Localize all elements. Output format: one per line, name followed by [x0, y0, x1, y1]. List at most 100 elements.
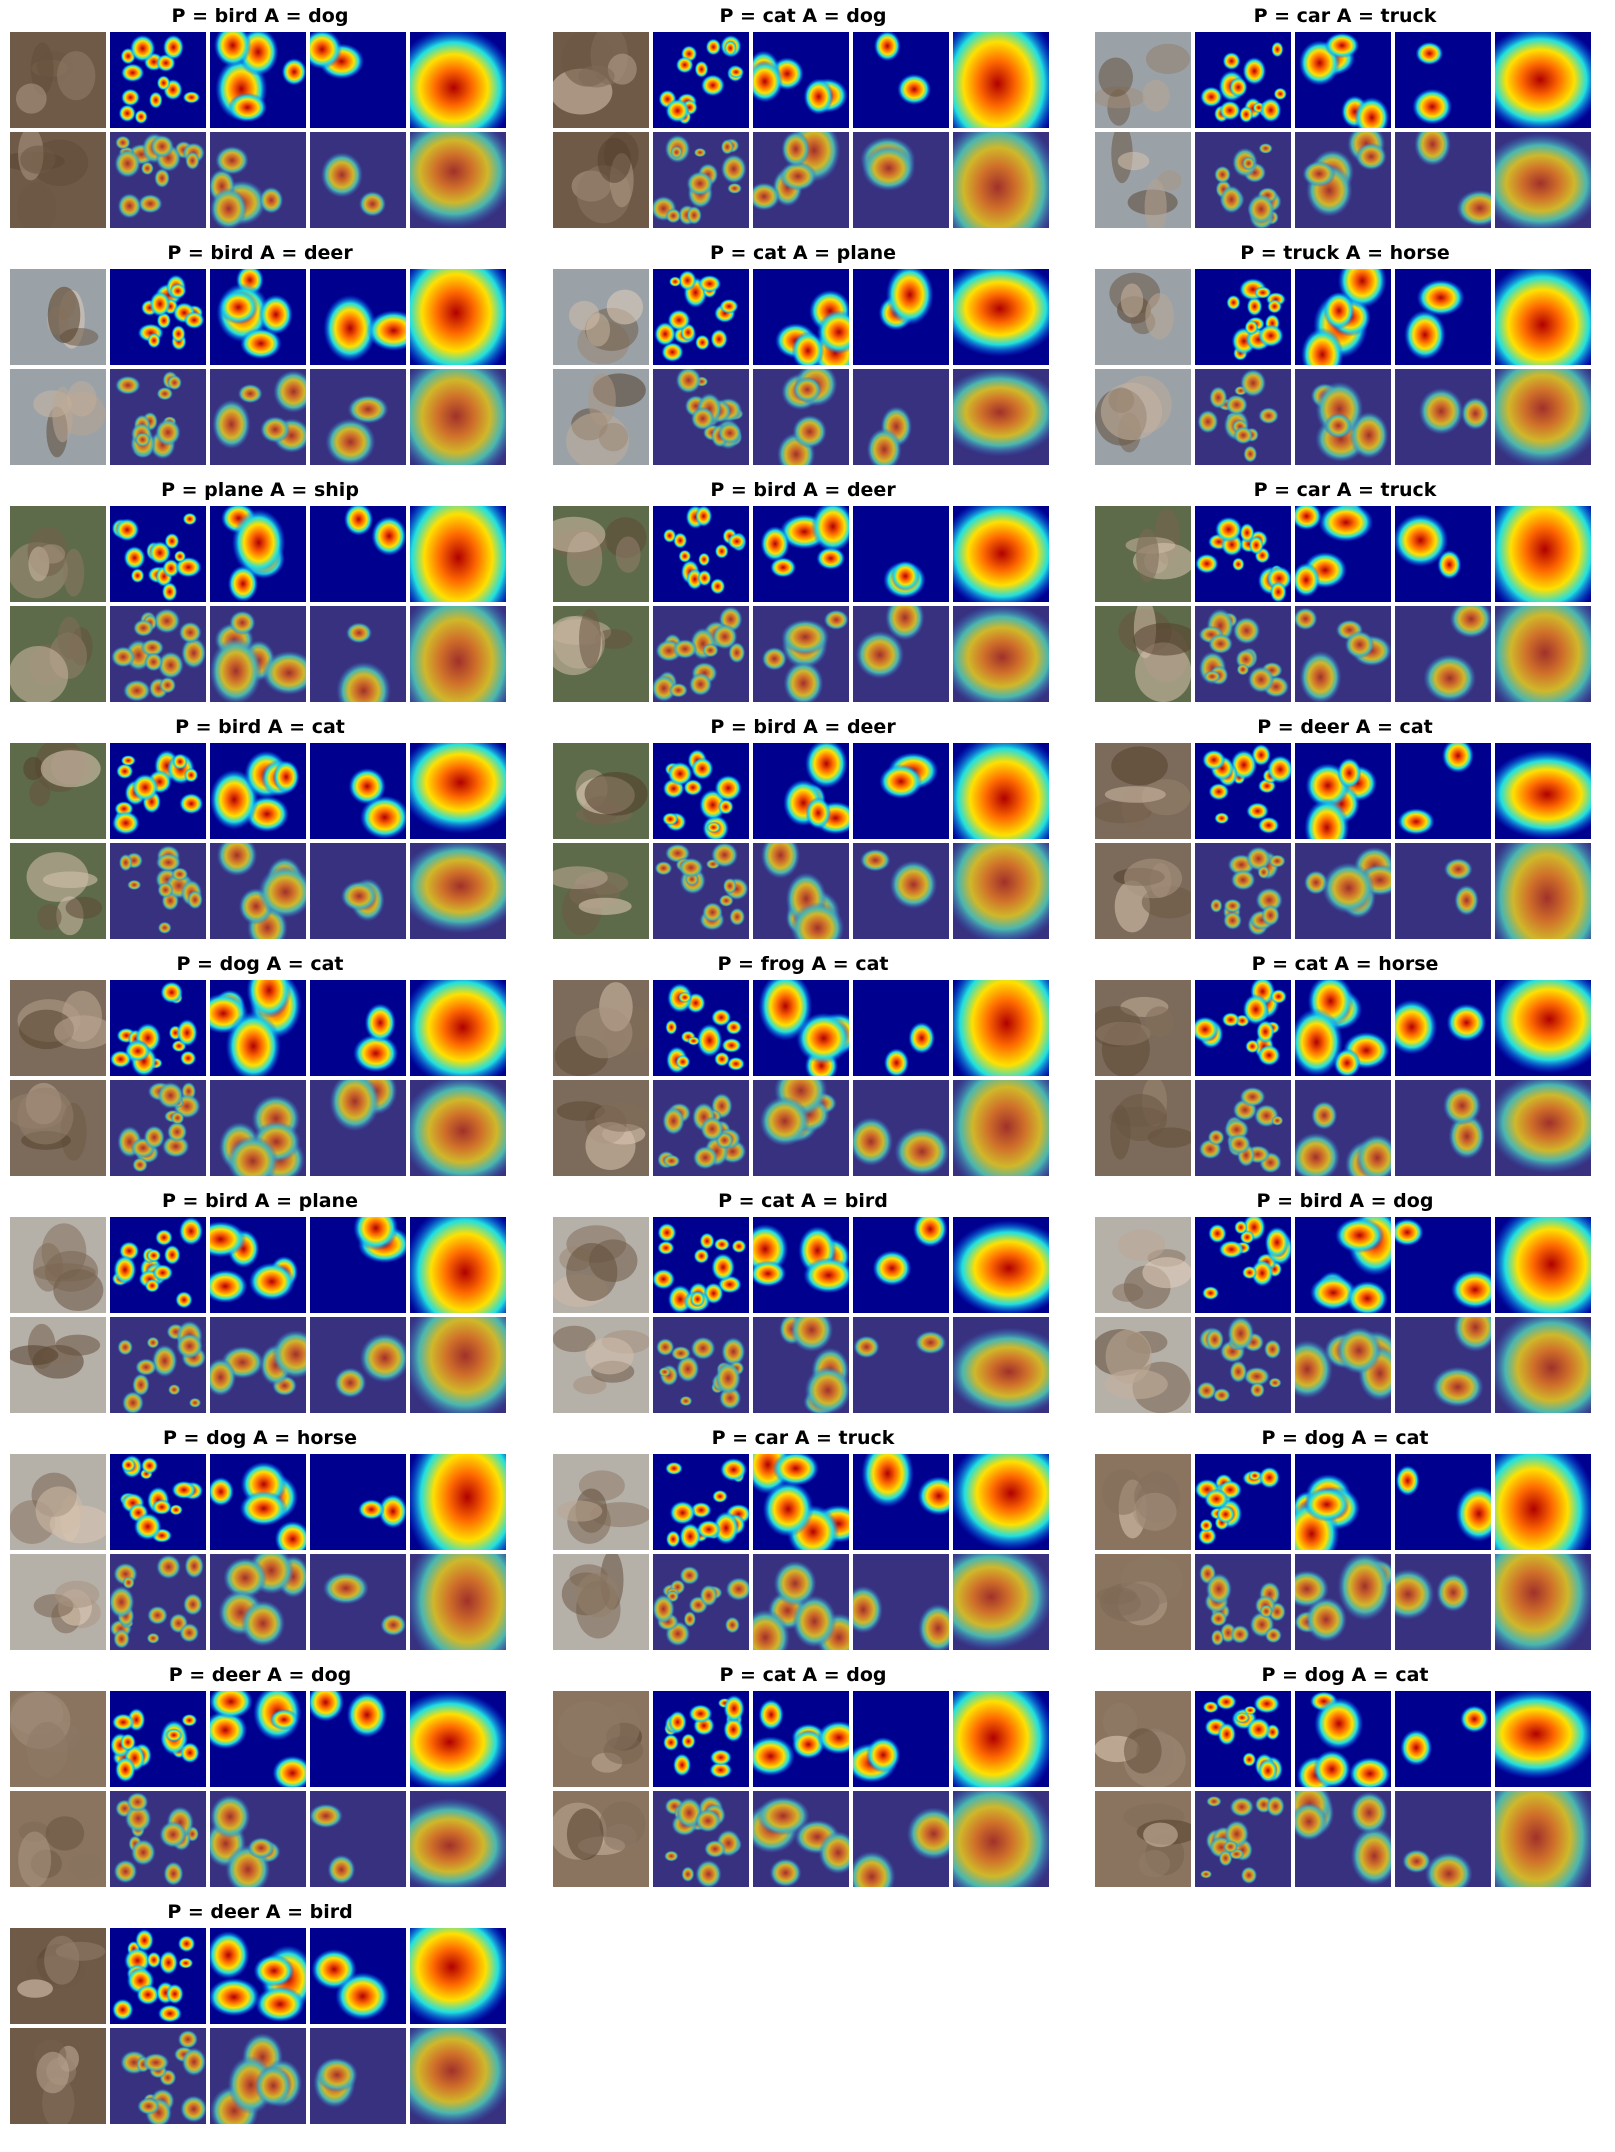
saliency-map: [410, 2028, 506, 2124]
heatmap-row: [1095, 743, 1595, 839]
overlay-row: [10, 2028, 510, 2124]
saliency-map: [1295, 606, 1391, 702]
saliency-map: [753, 1454, 849, 1550]
saliency-map: [310, 1554, 406, 1650]
saliency-map: [1395, 269, 1491, 365]
saliency-map: [210, 1080, 306, 1176]
input-image: [1095, 743, 1191, 839]
saliency-map-tile: [653, 369, 749, 465]
saliency-map-tile: [410, 32, 506, 128]
input-image-tile: [10, 1554, 106, 1650]
input-image-tile: [10, 2028, 106, 2124]
saliency-map-tile: [1395, 1554, 1491, 1650]
saliency-map-tile: [310, 1691, 406, 1787]
saliency-map: [1295, 1554, 1391, 1650]
saliency-map: [1495, 269, 1591, 365]
saliency-map-tile: [1195, 269, 1291, 365]
input-image-tile: [553, 369, 649, 465]
saliency-map: [1495, 1454, 1591, 1550]
saliency-map: [1295, 32, 1391, 128]
saliency-map: [653, 743, 749, 839]
saliency-map-tile: [753, 1317, 849, 1413]
saliency-map: [310, 1791, 406, 1887]
overlay-row: [1095, 1554, 1595, 1650]
input-image: [553, 132, 649, 228]
panel-title: P = bird A = dog: [1256, 1190, 1434, 1212]
saliency-map: [1295, 843, 1391, 939]
saliency-map-tile: [753, 980, 849, 1076]
heatmap-row: [1095, 1691, 1595, 1787]
input-image-tile: [553, 1080, 649, 1176]
saliency-map-tile: [210, 843, 306, 939]
input-image: [10, 1217, 106, 1313]
figure-panel: P = frog A = cat: [553, 952, 1053, 1184]
saliency-map-tile: [1195, 32, 1291, 128]
saliency-map: [653, 506, 749, 602]
input-image-tile: [10, 1928, 106, 2024]
saliency-map-tile: [753, 132, 849, 228]
saliency-map-tile: [953, 980, 1049, 1076]
saliency-map: [110, 1454, 206, 1550]
saliency-map-tile: [1395, 1217, 1491, 1313]
heatmap-row: [1095, 269, 1595, 365]
input-image-tile: [10, 606, 106, 702]
saliency-map: [853, 743, 949, 839]
saliency-map-tile: [1495, 1554, 1591, 1650]
saliency-map-tile: [110, 1554, 206, 1650]
panel-title: P = cat A = horse: [1251, 953, 1439, 975]
saliency-map-tile: [1195, 1317, 1291, 1413]
saliency-map-tile: [1295, 506, 1391, 602]
saliency-map-tile: [210, 1454, 306, 1550]
saliency-map: [1395, 1080, 1491, 1176]
saliency-map-tile: [1195, 1080, 1291, 1176]
saliency-map-tile: [410, 2028, 506, 2124]
saliency-map: [410, 32, 506, 128]
figure-panel: P = bird A = deer: [553, 478, 1053, 710]
saliency-map-tile: [653, 1217, 749, 1313]
saliency-map-tile: [953, 843, 1049, 939]
input-image-tile: [10, 506, 106, 602]
saliency-map-tile: [853, 1217, 949, 1313]
saliency-map: [1395, 1317, 1491, 1413]
input-image-tile: [553, 1791, 649, 1887]
saliency-map: [410, 1217, 506, 1313]
saliency-map-tile: [653, 606, 749, 702]
overlay-row: [553, 132, 1053, 228]
saliency-map-tile: [753, 369, 849, 465]
saliency-map-tile: [1495, 743, 1591, 839]
saliency-map-tile: [110, 1080, 206, 1176]
saliency-map-tile: [953, 269, 1049, 365]
saliency-map-tile: [210, 1217, 306, 1313]
panel-title: P = dog A = cat: [1261, 1664, 1429, 1686]
figure-panel: P = cat A = plane: [553, 241, 1053, 473]
input-image: [1095, 1554, 1191, 1650]
saliency-map-tile: [1495, 606, 1591, 702]
saliency-map-tile: [210, 369, 306, 465]
input-image-tile: [553, 743, 649, 839]
saliency-map: [653, 1217, 749, 1313]
heatmap-row: [553, 980, 1053, 1076]
saliency-map-tile: [653, 1691, 749, 1787]
saliency-map: [1195, 606, 1291, 702]
saliency-map: [210, 980, 306, 1076]
figure-panel: P = bird A = deer: [10, 241, 510, 473]
saliency-map: [410, 1791, 506, 1887]
saliency-map: [210, 2028, 306, 2124]
saliency-map-tile: [1395, 1080, 1491, 1176]
saliency-map: [310, 843, 406, 939]
saliency-map-tile: [953, 369, 1049, 465]
saliency-map: [753, 606, 849, 702]
input-image: [10, 980, 106, 1076]
input-image-tile: [1095, 32, 1191, 128]
saliency-map-tile: [410, 1791, 506, 1887]
saliency-map-tile: [210, 1554, 306, 1650]
saliency-map: [953, 980, 1049, 1076]
saliency-map: [953, 1791, 1049, 1887]
saliency-map: [210, 1217, 306, 1313]
input-image-tile: [553, 132, 649, 228]
figure-panel: P = deer A = dog: [10, 1663, 510, 1895]
input-image: [553, 1317, 649, 1413]
saliency-map-tile: [410, 1554, 506, 1650]
saliency-map-tile: [953, 32, 1049, 128]
heatmap-row: [10, 32, 510, 128]
